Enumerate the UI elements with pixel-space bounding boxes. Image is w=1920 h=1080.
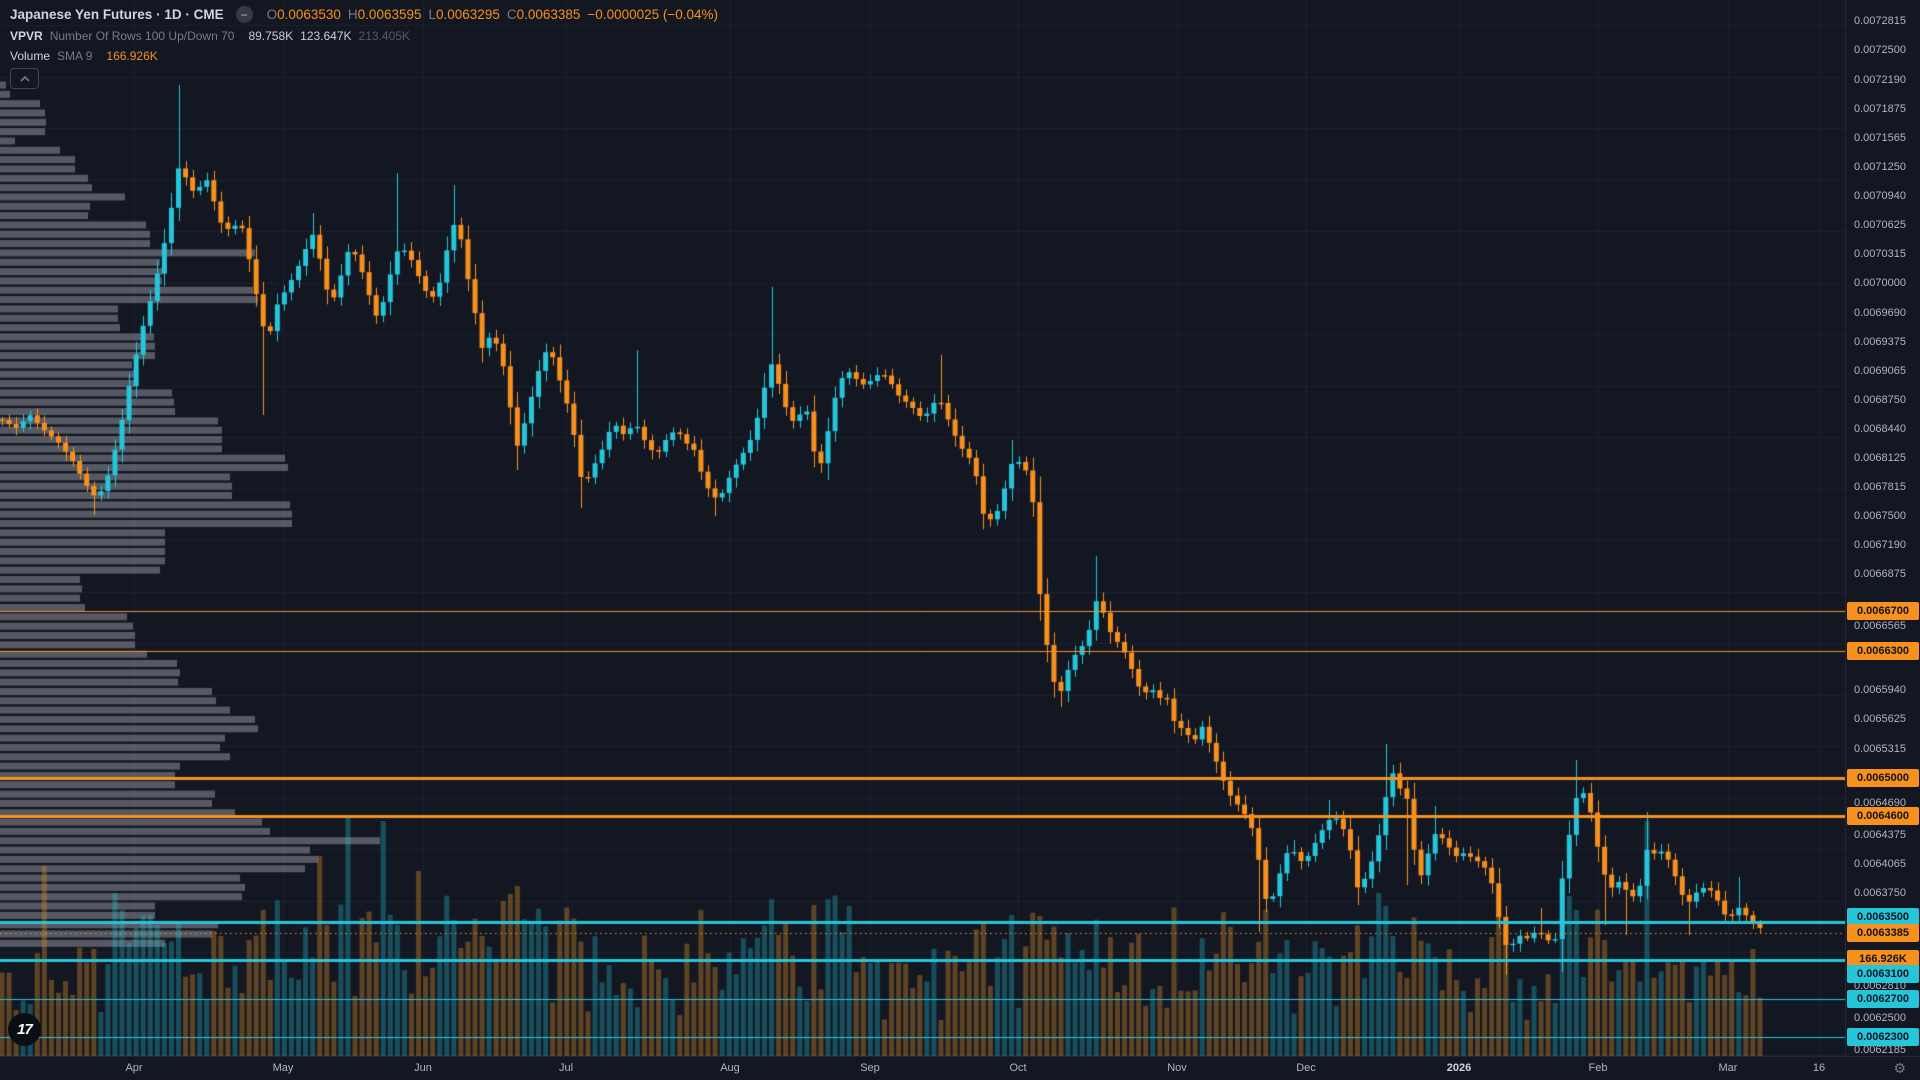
price-tick-label: 0.0062810 (1854, 980, 1906, 992)
close-value: 0.0063385 (516, 7, 581, 22)
price-tick-label: 0.0070000 (1854, 277, 1906, 289)
vpvr-params: Number Of Rows 100 Up/Down 70 (49, 29, 235, 43)
change-value: −0.0000025 (−0.04%) (587, 7, 719, 22)
source-minus-icon[interactable]: − (235, 6, 253, 23)
price-tick-label: 0.0067815 (1854, 481, 1906, 493)
price-tick-label: 0.0064375 (1854, 829, 1906, 841)
price-tick-label: 0.0063750 (1854, 887, 1906, 899)
price-tick-label: 0.0066565 (1854, 620, 1906, 632)
time-tick-label: Dec (1296, 1062, 1316, 1074)
price-tick-label: 0.0065315 (1854, 743, 1906, 755)
price-tick-label: 0.0071250 (1854, 161, 1906, 173)
open-label: O (266, 7, 278, 22)
price-tick-label: 0.0070625 (1854, 219, 1906, 231)
time-tick-label: May (272, 1062, 294, 1074)
vpvr-legend[interactable]: VPVR Number Of Rows 100 Up/Down 70 89.75… (10, 29, 410, 43)
time-tick-label: Jul (558, 1062, 574, 1074)
price-tick-label: 0.0067500 (1854, 510, 1906, 522)
price-tick-label: 0.0065625 (1854, 713, 1906, 725)
collapse-legend-button[interactable] (10, 68, 39, 89)
price-axis[interactable]: 0.0072815 0.0072500 0.0072190 0.0071875 0.00… (1845, 0, 1920, 1056)
price-chart-canvas[interactable] (0, 0, 1845, 1056)
price-level-pill[interactable]: 166.926K (1847, 950, 1919, 968)
volume-title[interactable]: Volume (10, 49, 51, 63)
time-tick-label: Sep (860, 1062, 880, 1074)
low-value: 0.0063295 (436, 7, 500, 22)
volume-params: SMA 9 (57, 49, 93, 63)
time-tick-label: Aug (720, 1062, 740, 1074)
tradingview-logo[interactable]: 17 (8, 1013, 41, 1046)
price-tick-label: 0.0062185 (1854, 1044, 1906, 1056)
time-tick-label: Apr (125, 1062, 143, 1074)
time-tick-label: Feb (1588, 1062, 1608, 1074)
price-tick-label: 0.0064065 (1854, 858, 1906, 870)
time-tick-label: 2026 (1446, 1062, 1472, 1074)
price-tick-label: 0.0072500 (1854, 44, 1906, 56)
chevron-up-icon (19, 75, 30, 82)
vpvr-title[interactable]: VPVR (10, 29, 43, 43)
price-level-pill[interactable]: 0.0063100 (1847, 965, 1919, 983)
time-axis[interactable]: ⚙ Apr May Jun Jul Aug Sep Oct Nov Dec 2026 Feb Mar 1… (0, 1056, 1920, 1080)
time-tick-label: Jun (414, 1062, 432, 1074)
high-value: 0.0063595 (357, 7, 422, 22)
price-tick-label: 0.0072815 (1854, 15, 1906, 27)
price-tick-label: 0.0069375 (1854, 336, 1906, 348)
axis-settings-gear-icon[interactable]: ⚙ (1893, 1060, 1906, 1076)
price-tick-label: 0.0067190 (1854, 539, 1906, 551)
price-tick-label: 0.0068750 (1854, 394, 1906, 406)
high-label: H (347, 7, 358, 22)
price-tick-label: 0.0062500 (1854, 1012, 1906, 1024)
price-level-pill[interactable]: 0.0062300 (1847, 1028, 1919, 1046)
price-tick-label: 0.0064690 (1854, 797, 1906, 809)
price-tick-label: 0.0069065 (1854, 365, 1906, 377)
price-tick-label: 0.0070940 (1854, 190, 1906, 202)
vpvr-value-1: 89.758K (248, 29, 294, 43)
price-level-pill[interactable]: 0.0066700 (1847, 602, 1919, 620)
price-tick-label: 0.0071875 (1854, 103, 1906, 115)
price-level-pill[interactable]: 0.0065000 (1847, 769, 1919, 787)
time-tick-label: Nov (1167, 1062, 1187, 1074)
price-tick-label: 0.0070315 (1854, 248, 1906, 260)
price-level-pill[interactable]: 0.0063500 (1847, 908, 1919, 926)
close-label: C (506, 7, 517, 22)
price-level-pill[interactable]: 0.0066300 (1847, 642, 1919, 660)
price-tick-label: 0.0065940 (1854, 684, 1906, 696)
symbol-header[interactable]: Japanese Yen Futures · 1D · CME − O 0.006… (10, 6, 718, 23)
price-level-pill[interactable]: 0.0064600 (1847, 807, 1919, 825)
time-tick-label: 16 (1812, 1062, 1826, 1074)
time-tick-label: Mar (1718, 1062, 1738, 1074)
low-label: L (428, 7, 437, 22)
volume-legend[interactable]: Volume SMA 9 166.926K (10, 49, 158, 63)
price-tick-label: 0.0069690 (1854, 307, 1906, 319)
time-tick-label: Oct (1009, 1062, 1027, 1074)
price-level-pill[interactable]: 0.0063385 (1847, 924, 1919, 942)
price-tick-label: 0.0072190 (1854, 74, 1906, 86)
price-level-pill[interactable]: 0.0062700 (1847, 990, 1919, 1008)
volume-sma-value: 166.926K (106, 49, 158, 63)
price-tick-label: 0.0068125 (1854, 452, 1906, 464)
vpvr-value-2: 123.647K (300, 29, 352, 43)
tradingview-logo-text: 17 (17, 1021, 33, 1038)
symbol-title[interactable]: Japanese Yen Futures · 1D · CME (10, 7, 224, 22)
price-tick-label: 0.0071565 (1854, 132, 1906, 144)
price-tick-label: 0.0066875 (1854, 568, 1906, 580)
vpvr-value-3: 213.405K (358, 29, 410, 43)
open-value: 0.0063530 (277, 7, 341, 22)
price-tick-label: 0.0068440 (1854, 423, 1906, 435)
